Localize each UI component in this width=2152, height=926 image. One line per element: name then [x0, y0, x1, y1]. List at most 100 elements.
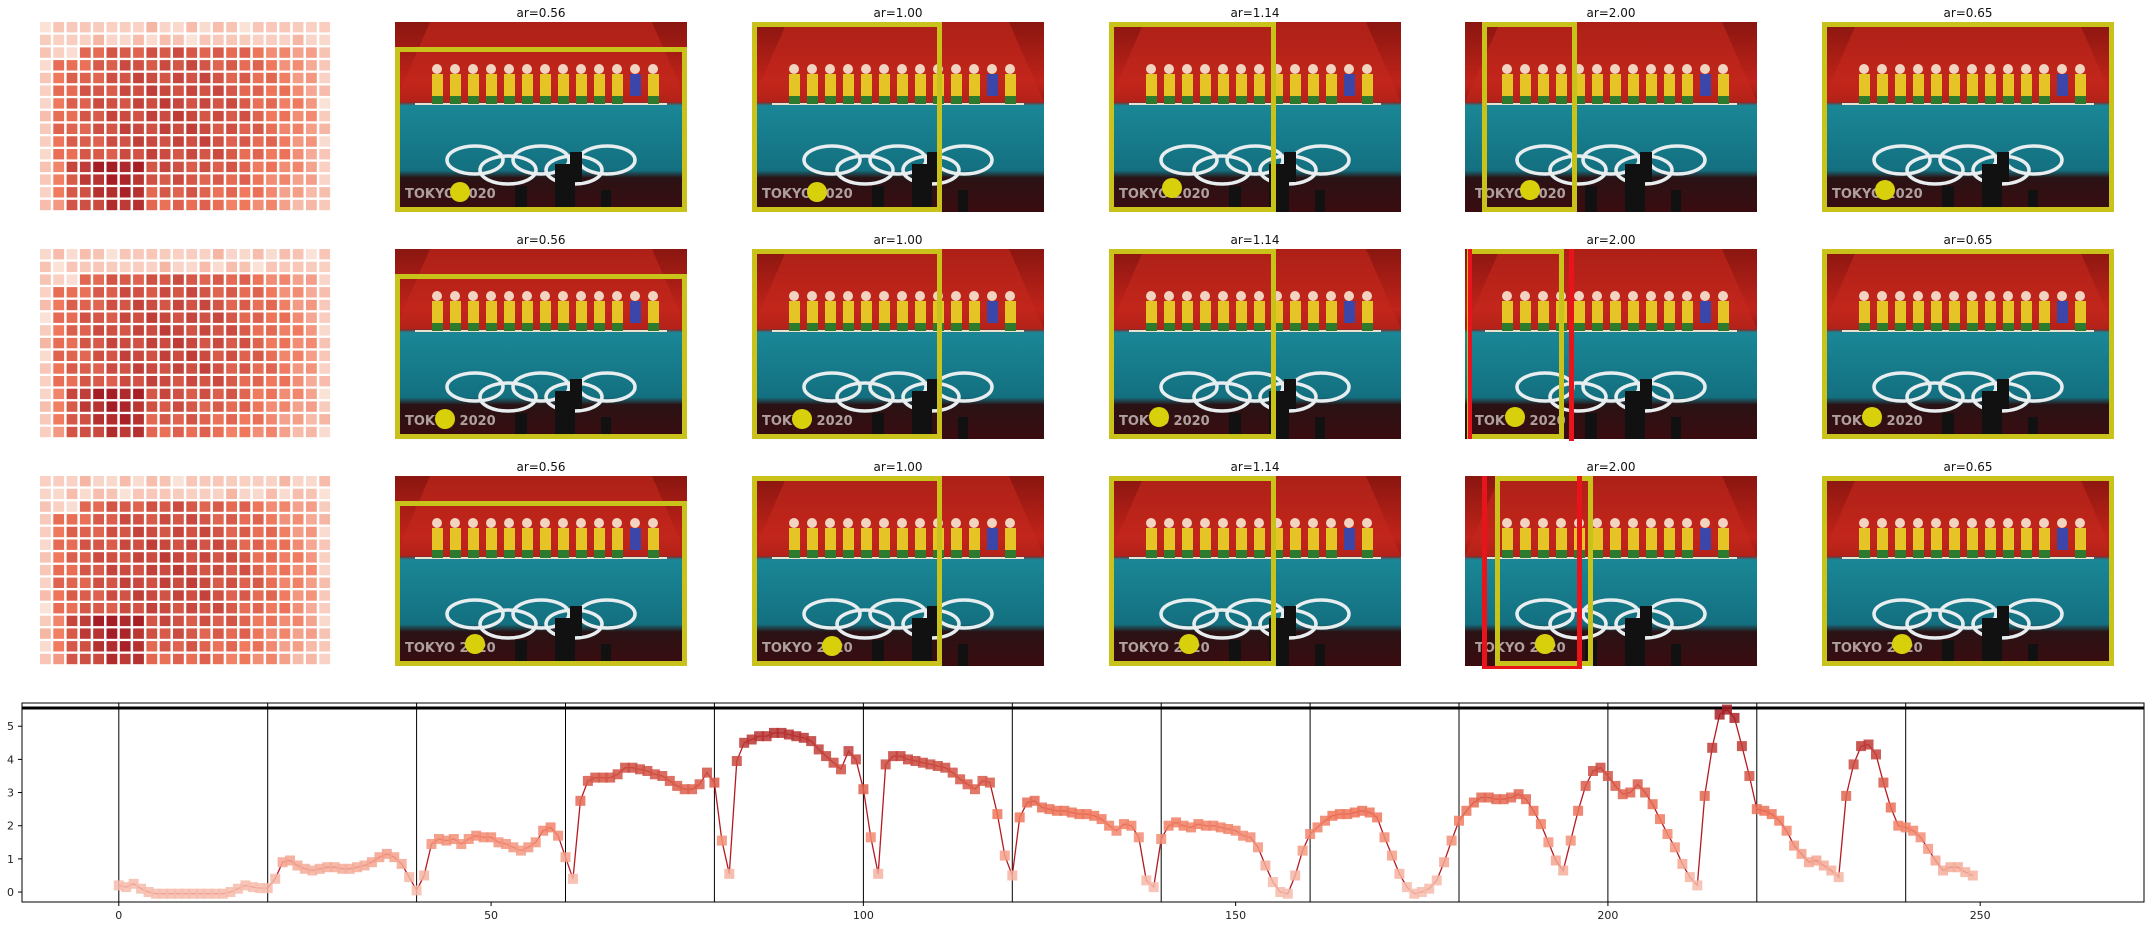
heatmap-cell: [186, 401, 198, 412]
heatmap-cell: [106, 98, 118, 109]
heatmap-cell: [226, 287, 237, 298]
heatmap-cell: [186, 388, 198, 400]
heatmap-cell: [319, 287, 331, 298]
data-point: [1424, 883, 1435, 894]
data-point: [1223, 824, 1234, 834]
heatmap-cell: [40, 72, 51, 84]
heatmap-cell: [106, 136, 118, 147]
data-point: [1863, 739, 1874, 750]
heatmap-cell: [66, 85, 78, 96]
data-point: [984, 777, 995, 788]
heatmap-cell: [226, 98, 237, 109]
heatmap-cell: [146, 414, 158, 425]
heatmap-cell: [239, 488, 251, 500]
crop-box: [1822, 476, 2114, 666]
heatmap-cell: [119, 577, 131, 588]
heatmap-cell: [226, 641, 237, 652]
heatmap-cell: [212, 653, 224, 665]
heatmap-cell: [133, 110, 144, 122]
data-point: [1528, 805, 1539, 816]
heatmap-cell: [226, 47, 237, 58]
heatmap-cell: [133, 123, 144, 134]
data-point: [1126, 820, 1137, 831]
data-point: [1543, 837, 1554, 848]
data-point: [597, 772, 608, 783]
heatmap-cell: [159, 136, 171, 147]
heatmap-cell: [212, 401, 224, 412]
heatmap-cell: [53, 350, 65, 361]
heatmap-cell: [199, 615, 211, 627]
heatmap-cell: [133, 363, 144, 374]
heatmap-cell: [212, 526, 224, 538]
heatmap-cell: [212, 287, 224, 298]
heatmap-cell: [106, 564, 118, 576]
heatmap-cell: [106, 85, 118, 96]
heatmap-cell: [79, 488, 91, 500]
data-point: [1707, 742, 1718, 753]
data-point: [1461, 805, 1472, 816]
heatmap-cell: [173, 174, 184, 185]
heatmap-cell: [119, 60, 131, 71]
alt-crop-edge: [1482, 476, 1487, 669]
focus-marker: [1149, 407, 1169, 427]
heatmap-cell: [93, 539, 104, 550]
heatmap-cell: [306, 628, 317, 639]
data-point: [806, 736, 817, 747]
heatmap-cell: [173, 60, 184, 71]
heatmap-cell: [306, 526, 317, 538]
heatmap-cell: [40, 149, 51, 160]
heatmap-cell: [239, 85, 251, 96]
data-point: [1178, 820, 1189, 831]
heatmap-cell: [40, 299, 51, 311]
heatmap-cell: [226, 312, 237, 323]
data-point: [1848, 759, 1859, 770]
heatmap-cell: [106, 72, 118, 84]
heatmap-3: [40, 476, 331, 665]
heatmap-cell: [279, 603, 291, 614]
heatmap-cell: [252, 641, 264, 652]
data-point: [1751, 804, 1762, 815]
heatmap-cell: [66, 261, 78, 273]
heatmap-cell: [106, 414, 118, 425]
heatmap-cell: [266, 476, 277, 487]
heatmap-cell: [159, 274, 171, 285]
heatmap-cell: [266, 98, 277, 109]
data-point: [850, 754, 861, 765]
heatmap-cell: [79, 628, 91, 639]
heatmap-cell: [106, 376, 118, 387]
heatmap-cell: [79, 22, 91, 33]
heatmap-cell: [119, 98, 131, 109]
heatmap-cell: [106, 187, 118, 198]
heatmap-cell: [212, 60, 224, 71]
data-point: [136, 883, 147, 894]
data-point: [776, 727, 787, 738]
data-point: [396, 858, 407, 869]
heatmap-cell: [266, 312, 277, 323]
panel-title: ar=2.00: [1586, 6, 1635, 20]
heatmap-cell: [119, 47, 131, 58]
heatmap-cell: [66, 337, 78, 349]
data-point: [1163, 820, 1174, 831]
heatmap-cell: [53, 136, 65, 147]
heatmap-cell: [319, 161, 331, 173]
heatmap-cell: [226, 526, 237, 538]
heatmap-cell: [106, 22, 118, 33]
data-point: [582, 775, 593, 786]
heatmap-cell: [159, 72, 171, 84]
data-point: [1573, 805, 1584, 816]
heatmap-cell: [252, 161, 264, 173]
heatmap-cell: [226, 325, 237, 336]
focus-marker: [435, 409, 455, 429]
heatmap-cell: [133, 72, 144, 84]
data-point: [1856, 741, 1867, 752]
heatmap-cell: [133, 577, 144, 588]
data-point: [188, 888, 199, 899]
data-point: [1521, 794, 1531, 805]
heatmap-cell: [133, 514, 144, 525]
heatmap-cell: [40, 603, 51, 614]
heatmap-cell: [119, 85, 131, 96]
heatmap-cell: [106, 110, 118, 122]
heatmap-cell: [239, 641, 251, 652]
heatmap-cell: [239, 325, 251, 336]
heatmap-cell: [146, 539, 158, 550]
